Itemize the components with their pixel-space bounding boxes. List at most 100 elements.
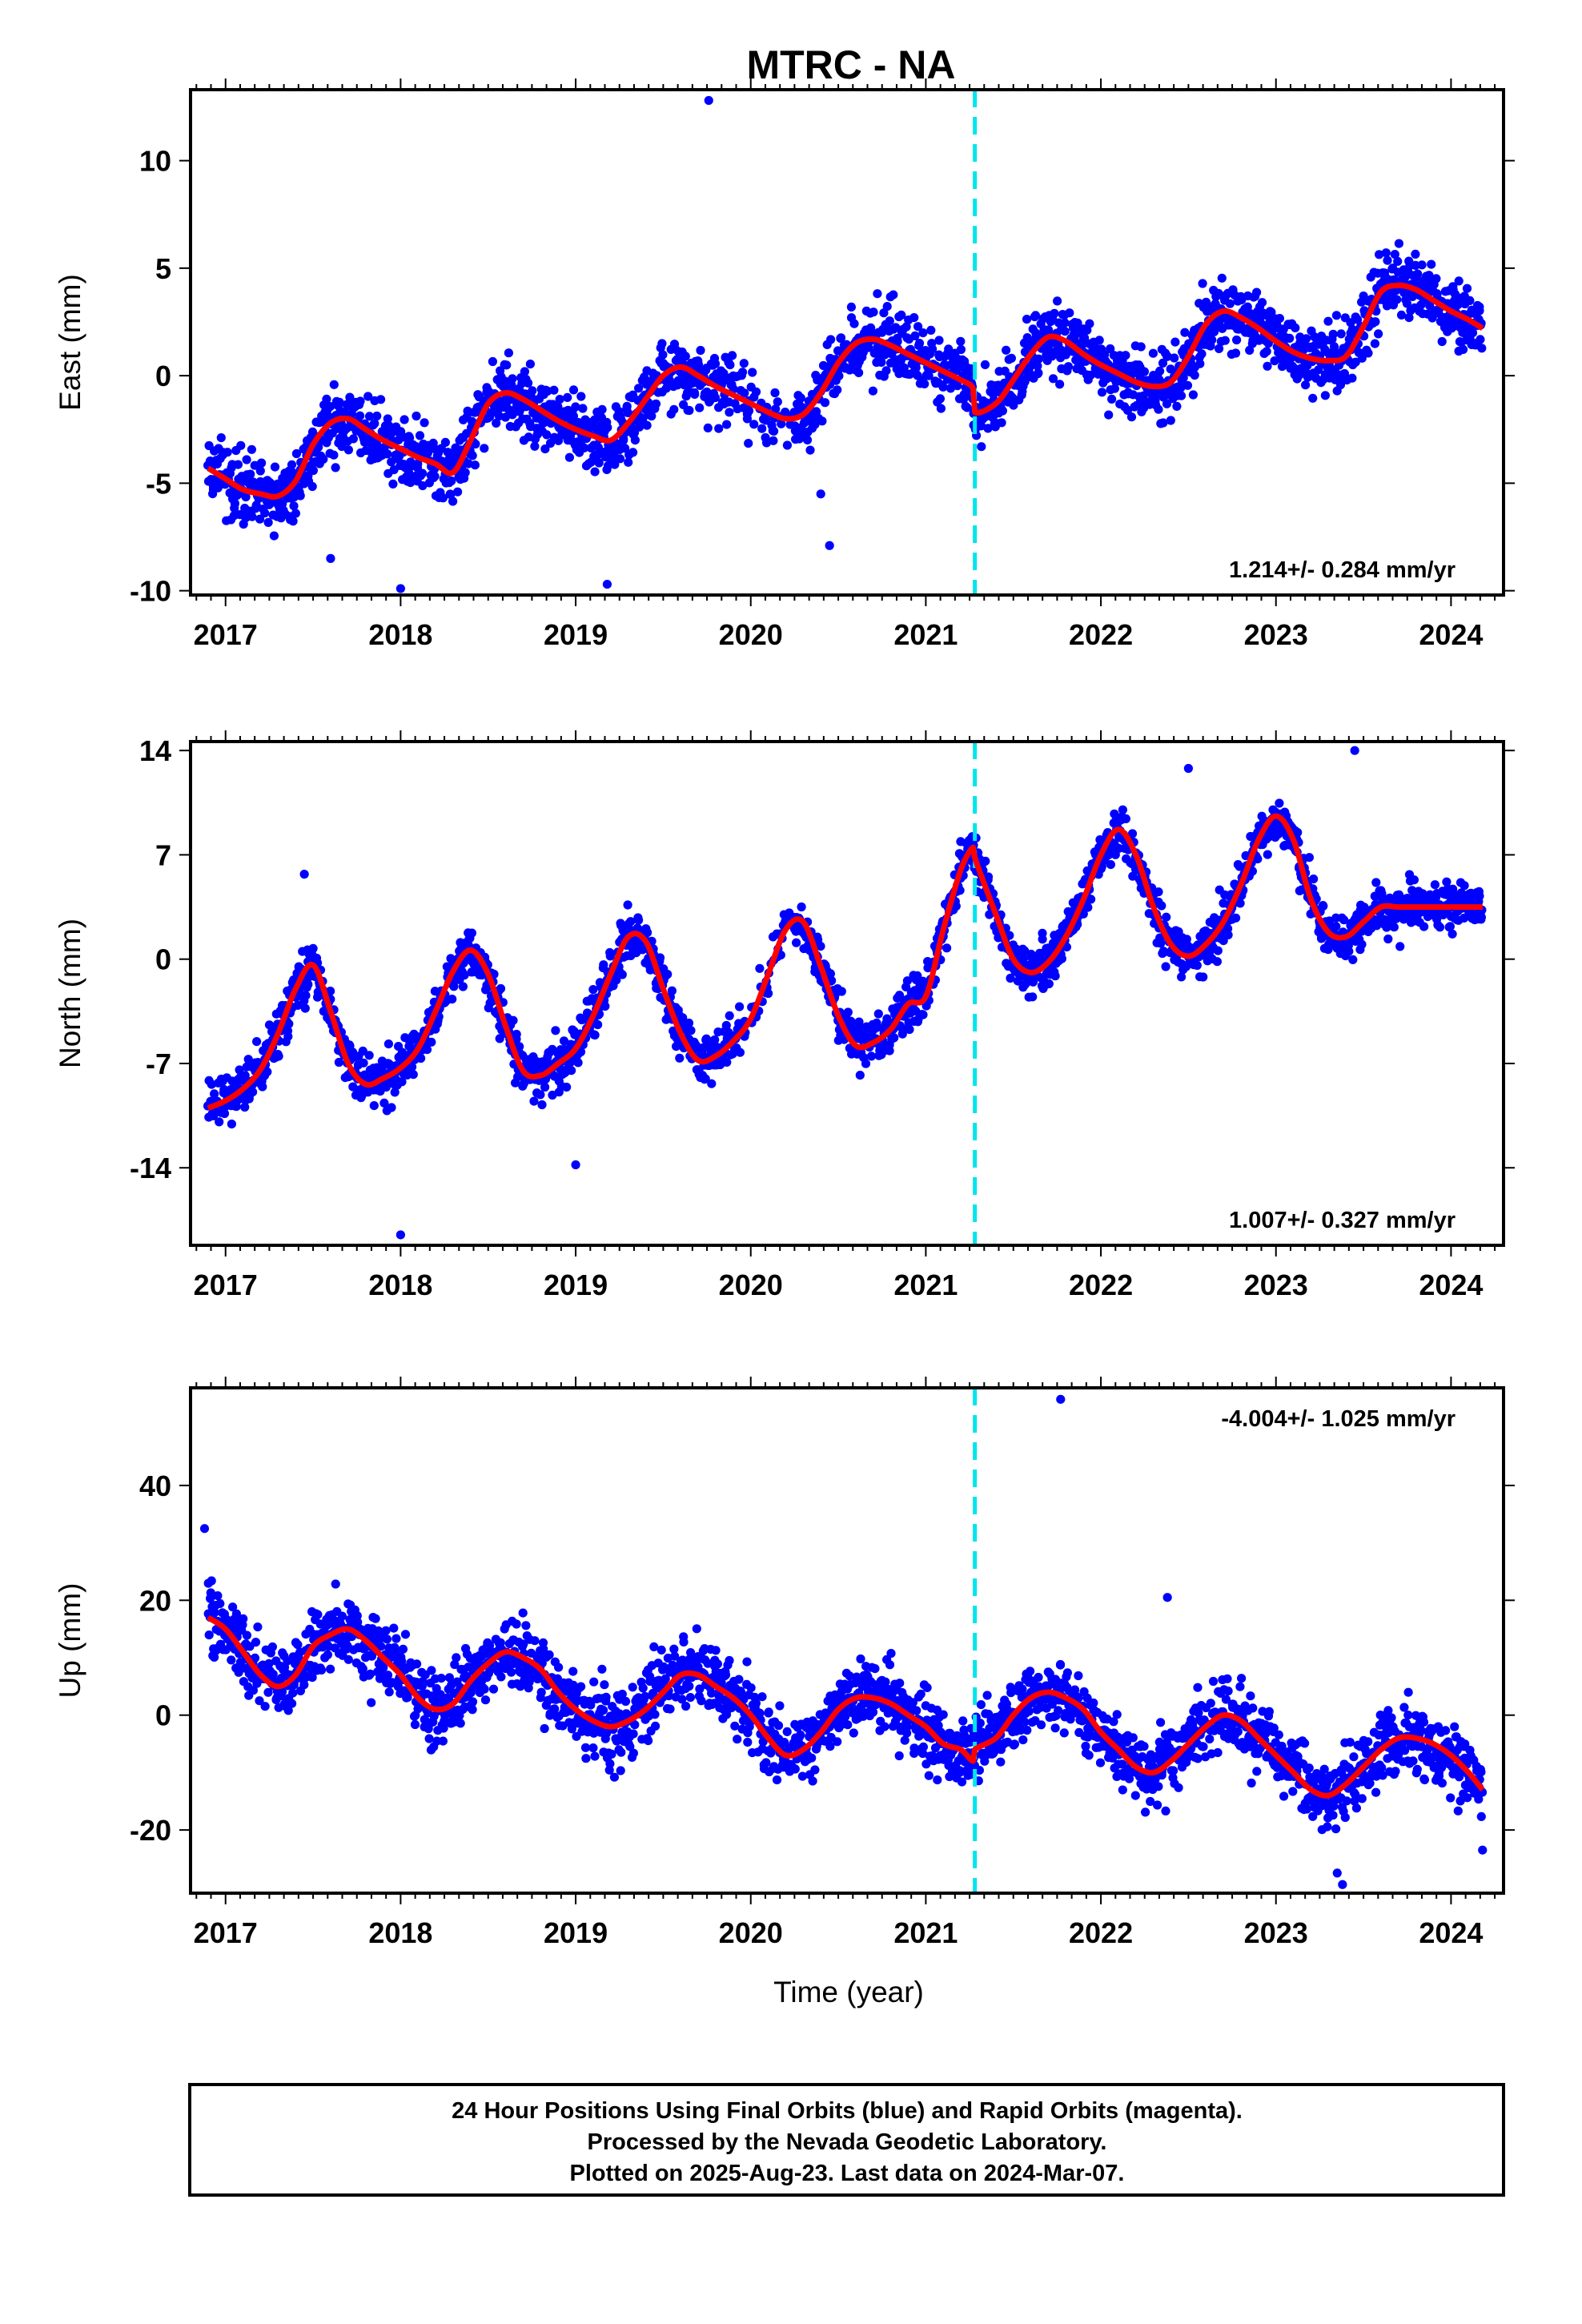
data-point [383, 1039, 393, 1049]
data-point [710, 392, 721, 403]
x-tick-label: 2021 [893, 1269, 958, 1301]
data-point [615, 454, 625, 464]
x-ticks [195, 78, 1496, 606]
data-point [246, 469, 255, 479]
data-point [924, 371, 934, 380]
x-tick-label: 2020 [719, 1269, 783, 1301]
data-point [255, 1696, 264, 1706]
data-point [951, 901, 961, 911]
y-tick-label: 14 [139, 734, 171, 767]
data-point [701, 1034, 711, 1043]
data-point [757, 424, 767, 433]
data-point [358, 1046, 367, 1056]
data-point [571, 402, 580, 412]
data-point [684, 1018, 694, 1028]
data-point [928, 344, 938, 354]
data-point [1319, 901, 1328, 911]
data-point [1476, 912, 1486, 922]
data-point [873, 1009, 883, 1019]
data-point [725, 408, 734, 417]
data-point [1180, 328, 1190, 337]
y-tick-label: 0 [155, 943, 171, 976]
data-point [241, 493, 251, 502]
data-point [1462, 283, 1472, 293]
y-tick-label: 10 [139, 145, 171, 178]
data-point [300, 1003, 310, 1013]
data-point [1302, 334, 1311, 344]
data-point [283, 1031, 293, 1041]
data-point [620, 444, 630, 453]
data-point [1275, 798, 1284, 808]
rate-label: 1.007+/- 0.327 mm/yr [1229, 1208, 1456, 1233]
data-point [231, 1609, 241, 1618]
y-tick-label: -10 [130, 575, 171, 608]
data-point [846, 302, 856, 312]
data-point [227, 1655, 236, 1665]
data-point [1106, 344, 1115, 354]
data-point [227, 1120, 236, 1129]
data-point [363, 392, 373, 401]
data-point [530, 441, 540, 451]
data-point [467, 928, 477, 938]
data-point [1437, 336, 1447, 347]
data-point [794, 434, 805, 444]
data-point [329, 450, 339, 460]
data-point [359, 1058, 368, 1068]
data-point [728, 351, 737, 360]
data-point [1154, 887, 1163, 897]
data-point [555, 395, 564, 404]
data-point [525, 360, 536, 369]
y-axis-label: East (mm) [54, 274, 86, 411]
data-point [593, 1019, 603, 1030]
data-point [1220, 336, 1230, 345]
data-point [1060, 318, 1070, 328]
data-point [873, 289, 882, 299]
data-point [599, 960, 608, 970]
x-ticks [195, 730, 1496, 1256]
data-point [981, 856, 990, 866]
data-point [1409, 875, 1419, 885]
data-point [240, 1102, 250, 1112]
data-point [681, 352, 690, 361]
data-point [1419, 922, 1429, 931]
data-point [250, 1653, 260, 1663]
data-point [571, 1160, 580, 1170]
data-point [219, 1108, 230, 1119]
data-point [568, 412, 579, 421]
y-tick-label: -5 [146, 467, 171, 500]
data-point [1006, 353, 1016, 363]
y-tick-label: -14 [130, 1152, 171, 1184]
data-point [492, 418, 501, 428]
data-point [255, 514, 265, 524]
data-point [914, 339, 925, 348]
data-point [235, 1065, 244, 1075]
data-point [447, 476, 456, 486]
data-point [1002, 345, 1011, 355]
data-point [1275, 314, 1284, 324]
data-point [303, 979, 313, 989]
data-point [714, 424, 724, 433]
data-point [1445, 922, 1455, 931]
data-points [203, 746, 1487, 1240]
data-point [242, 1630, 251, 1640]
data-point [308, 465, 318, 476]
data-point [802, 435, 813, 445]
data-point [651, 399, 661, 408]
data-point [1078, 909, 1088, 919]
data-point [1468, 328, 1478, 338]
data-point [1329, 342, 1339, 352]
data-point [1198, 279, 1207, 288]
data-point [520, 367, 530, 376]
data-point [1176, 383, 1186, 392]
rate-label: 1.214+/- 0.284 mm/yr [1229, 557, 1456, 583]
data-point [755, 963, 765, 973]
data-point [1210, 327, 1219, 336]
x-tick-label: 2022 [1069, 1269, 1133, 1301]
data-point [855, 1071, 865, 1080]
data-point [284, 1019, 294, 1029]
data-point [1136, 342, 1146, 352]
data-point [739, 359, 749, 368]
data-point [247, 444, 256, 454]
data-point [319, 454, 328, 464]
data-point [826, 335, 836, 344]
